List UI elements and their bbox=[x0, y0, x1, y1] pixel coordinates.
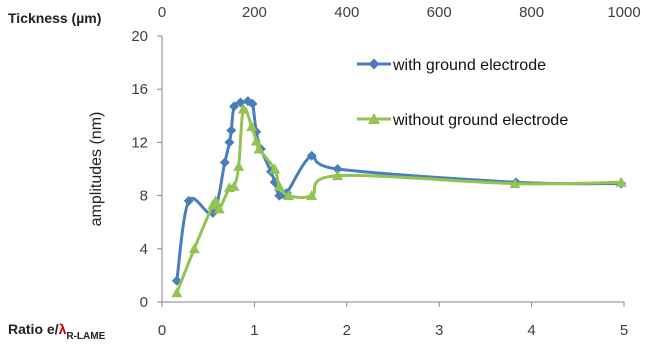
bottom-axis-title: Ratio e/λR-LAME bbox=[8, 321, 106, 342]
legend-label-without-ground: without ground electrode bbox=[392, 112, 568, 129]
data-point-triangle bbox=[332, 170, 344, 181]
legend-marker-diamond bbox=[368, 58, 380, 70]
y-tick-label: 4 bbox=[140, 241, 148, 258]
bottom-axis-title-subscript: R-LAME bbox=[66, 331, 105, 342]
data-point-diamond bbox=[219, 157, 230, 168]
top-tick-label: 1000 bbox=[607, 4, 640, 21]
top-tick-label: 200 bbox=[242, 4, 267, 21]
top-tick-label: 0 bbox=[158, 4, 166, 21]
data-point-diamond bbox=[229, 101, 240, 112]
x-tick-label: 2 bbox=[343, 322, 351, 339]
top-tick-label: 800 bbox=[519, 4, 544, 21]
top-axis-title: Tickness (µm) bbox=[8, 10, 101, 26]
series-line bbox=[175, 106, 623, 295]
data-point-diamond bbox=[306, 150, 317, 161]
data-point-diamond bbox=[332, 164, 343, 174]
x-tick-label: 0 bbox=[158, 322, 166, 339]
data-point-triangle bbox=[269, 163, 281, 174]
data-point-triangle bbox=[306, 190, 318, 201]
legend-label-with-ground: with ground electrode bbox=[392, 57, 546, 74]
data-point-triangle bbox=[246, 120, 258, 131]
legend-marker-triangle bbox=[368, 113, 380, 124]
bottom-axis-title-main: Ratio e/ bbox=[8, 321, 59, 337]
data-point-diamond bbox=[226, 125, 237, 136]
x-tick-label: 4 bbox=[527, 322, 535, 339]
data-point-triangle bbox=[233, 160, 245, 171]
data-point-triangle bbox=[250, 135, 262, 146]
legend-item-with-ground: with ground electrode bbox=[357, 57, 546, 74]
legend-item-without-ground: without ground electrode bbox=[357, 112, 568, 129]
data-point-triangle bbox=[509, 178, 521, 189]
y-tick-label: 12 bbox=[131, 134, 148, 151]
data-point-triangle bbox=[213, 203, 225, 214]
data-point-triangle bbox=[228, 180, 240, 191]
bottom-axis-title-symbol: λ bbox=[59, 321, 67, 337]
x-tick-label: 3 bbox=[435, 322, 443, 339]
data-point-diamond bbox=[224, 137, 235, 148]
data-point-triangle bbox=[253, 143, 265, 154]
data-point-triangle bbox=[283, 190, 295, 201]
data-point-triangle bbox=[210, 195, 222, 206]
series-without-ground-electrode bbox=[171, 103, 627, 298]
y-tick-label: 16 bbox=[131, 81, 148, 98]
y-tick-label: 8 bbox=[140, 188, 148, 205]
top-tick-label: 400 bbox=[334, 4, 359, 21]
y-axis-title: amplitudes (nm) bbox=[88, 112, 105, 227]
data-point-triangle bbox=[237, 103, 249, 114]
y-tick-label: 0 bbox=[140, 294, 148, 311]
data-point-triangle bbox=[188, 243, 200, 254]
data-point-triangle bbox=[615, 176, 627, 187]
x-tick-label: 5 bbox=[620, 322, 628, 339]
y-tick-label: 20 bbox=[131, 28, 148, 45]
data-point-diamond bbox=[247, 98, 258, 109]
legend: with ground electrode without ground ele… bbox=[357, 57, 568, 129]
data-point-triangle bbox=[171, 287, 183, 298]
data-point-diamond bbox=[183, 195, 194, 206]
data-point-triangle bbox=[273, 180, 285, 191]
series-layer bbox=[171, 96, 627, 298]
x-tick-label: 1 bbox=[250, 322, 258, 339]
top-tick-label: 600 bbox=[427, 4, 452, 21]
